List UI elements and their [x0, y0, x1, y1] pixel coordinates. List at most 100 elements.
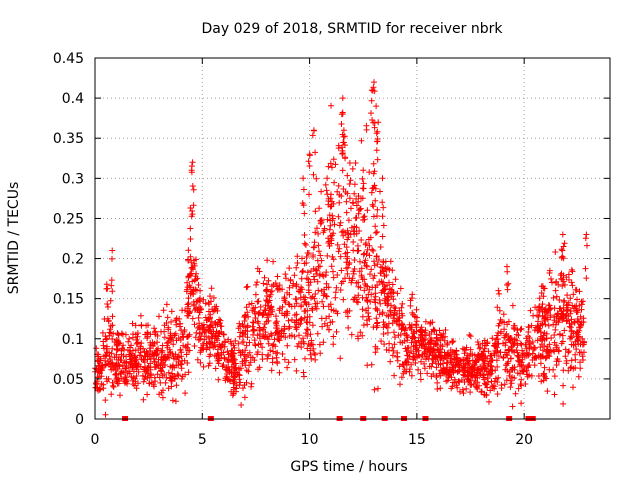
data-point — [236, 320, 243, 327]
data-point — [251, 337, 258, 344]
data-point — [109, 288, 116, 295]
data-point — [380, 204, 387, 211]
data-point — [518, 400, 525, 407]
data-points — [92, 79, 590, 418]
data-point — [372, 284, 379, 291]
data-point — [285, 301, 292, 307]
data-point — [545, 322, 552, 329]
data-point — [241, 382, 248, 388]
data-point — [260, 280, 267, 287]
data-point — [102, 352, 109, 359]
data-point — [190, 302, 197, 309]
data-point — [525, 364, 532, 371]
data-point — [540, 285, 547, 292]
data-point — [310, 171, 317, 178]
data-point — [190, 202, 197, 209]
data-point — [560, 313, 567, 320]
data-point — [172, 398, 179, 405]
data-point — [465, 367, 472, 373]
data-point — [388, 293, 395, 300]
data-point — [509, 364, 516, 371]
data-point — [390, 348, 397, 354]
data-point — [541, 316, 547, 322]
data-point — [324, 322, 331, 329]
data-point — [178, 375, 185, 382]
data-point — [389, 281, 396, 288]
data-point — [343, 259, 350, 266]
data-point — [552, 287, 559, 294]
data-point — [467, 382, 474, 388]
data-point — [375, 385, 381, 392]
data-point — [574, 296, 580, 303]
data-point — [330, 274, 337, 281]
data-point — [126, 344, 133, 351]
data-point — [207, 293, 213, 300]
data-point — [325, 240, 332, 246]
data-point — [119, 362, 126, 369]
data-point — [464, 376, 471, 382]
data-point — [480, 372, 486, 379]
y-tick-label: 0.3 — [62, 171, 84, 187]
data-point — [370, 170, 377, 177]
data-point — [231, 356, 238, 363]
data-point — [342, 250, 349, 257]
data-point — [286, 284, 293, 291]
data-point — [220, 362, 227, 368]
data-point — [147, 339, 154, 346]
data-point — [520, 367, 527, 374]
data-point — [269, 308, 276, 315]
data-point — [130, 381, 137, 388]
data-point — [321, 225, 328, 232]
data-point — [188, 167, 195, 174]
data-point — [198, 347, 205, 354]
data-point — [206, 345, 213, 351]
data-point — [213, 353, 220, 360]
data-point — [389, 352, 396, 359]
data-point — [208, 318, 215, 325]
data-point — [126, 368, 133, 375]
data-point — [369, 117, 376, 123]
data-point — [529, 350, 536, 357]
data-point — [338, 121, 345, 127]
data-point — [368, 291, 375, 298]
data-point — [261, 274, 268, 281]
data-point — [105, 376, 112, 382]
data-point — [166, 346, 173, 353]
data-point — [337, 219, 344, 226]
data-point — [104, 285, 111, 292]
data-point — [144, 391, 151, 398]
data-point — [341, 241, 348, 248]
data-point — [373, 315, 380, 322]
chart-title: Day 029 of 2018, SRMTID for receiver nbr… — [201, 21, 503, 37]
data-point — [159, 349, 166, 356]
data-point — [433, 364, 440, 371]
data-point — [406, 321, 413, 328]
data-point — [501, 326, 508, 333]
data-point — [437, 361, 444, 368]
data-point — [264, 286, 271, 293]
data-point — [279, 351, 286, 357]
data-point — [360, 185, 367, 192]
data-point — [138, 356, 145, 363]
data-point — [437, 385, 444, 392]
data-point — [243, 342, 250, 349]
data-point — [304, 319, 311, 326]
data-point — [312, 149, 319, 156]
data-point — [273, 325, 280, 331]
data-point — [354, 242, 361, 249]
data-point — [102, 411, 109, 418]
data-point — [313, 270, 320, 277]
data-point — [230, 342, 237, 349]
data-point — [572, 356, 579, 363]
data-point — [570, 291, 577, 298]
data-point — [343, 198, 350, 205]
data-point — [450, 379, 456, 386]
data-point — [328, 102, 334, 109]
data-point — [478, 388, 485, 395]
data-point — [396, 322, 403, 329]
data-point — [197, 336, 204, 342]
data-point — [308, 337, 315, 344]
data-point — [428, 363, 435, 370]
data-point — [372, 349, 379, 356]
